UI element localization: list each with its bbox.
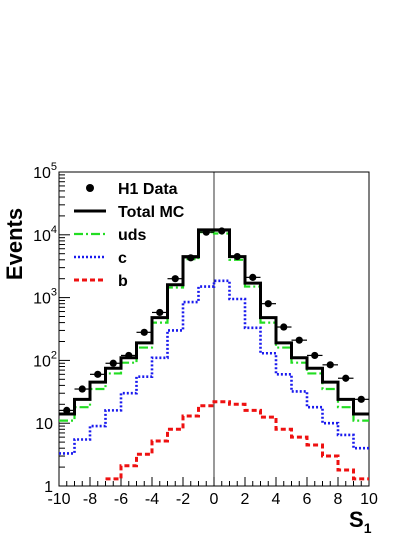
series-c-line [59, 279, 369, 455]
x-axis-title: S1 [349, 507, 372, 536]
data-point [326, 361, 334, 369]
x-axis-title-main: S [349, 507, 364, 532]
x-tick-label: 10 [360, 491, 378, 508]
y-tick-base: 1 [44, 479, 53, 496]
x-tick-label: 4 [272, 491, 281, 508]
data-point [295, 336, 303, 344]
y-tick-label: 10 [35, 416, 53, 433]
data-point [94, 370, 102, 378]
y-tick-base: 10 [33, 165, 51, 182]
data-point [249, 273, 257, 281]
data-point [78, 385, 86, 393]
y-tick-exponent: 2 [51, 349, 57, 361]
data-point [342, 374, 350, 382]
y-tick-exponent: 4 [51, 224, 57, 236]
legend-marker-data [86, 184, 94, 192]
x-axis-title-sub: 1 [364, 520, 372, 536]
y-tick-base: 10 [33, 291, 51, 308]
y-tick-label: 105 [33, 161, 57, 182]
legend-label: c [118, 250, 127, 267]
data-point [187, 254, 195, 262]
data-point [233, 252, 241, 261]
data-point [357, 395, 365, 403]
x-tick-label: -4 [145, 491, 159, 508]
data-point [218, 227, 226, 235]
y-tick-label: 1 [44, 479, 53, 496]
x-tick-label: 2 [241, 491, 250, 508]
y-tick-label: 102 [33, 349, 57, 370]
x-tick-label: 6 [303, 491, 312, 508]
legend-label: uds [118, 227, 147, 244]
data-point [311, 351, 319, 360]
x-tick-label: -8 [83, 491, 97, 508]
data-point [280, 323, 288, 331]
series-total-mc-line [59, 228, 369, 416]
data-point [140, 328, 148, 336]
data-point [264, 300, 272, 308]
x-tick-label: -2 [176, 491, 190, 508]
y-tick-base: 10 [35, 416, 53, 433]
y-tick-label: 103 [33, 287, 57, 308]
data-point [156, 308, 164, 317]
y-tick-base: 10 [33, 353, 51, 370]
x-axis: -10 -8 -6 -4 -2 0 2 4 6 8 10 [47, 477, 378, 508]
histograms [59, 228, 369, 481]
y-tick-base: 10 [33, 228, 51, 245]
data-point [171, 275, 179, 283]
data-point [109, 359, 117, 367]
x-tick-label: 0 [210, 491, 219, 508]
series-uds-line [59, 231, 369, 422]
x-tick-label: -6 [114, 491, 128, 508]
data-point [202, 228, 210, 236]
legend-label: H1 Data [118, 181, 178, 198]
x-tick-label: 8 [334, 491, 343, 508]
y-tick-exponent: 3 [51, 287, 57, 299]
legend: H1 Data Total MC uds cb [74, 181, 185, 290]
y-tick-label: 104 [33, 224, 57, 245]
data-point [125, 351, 133, 360]
data-points [59, 227, 369, 414]
y-tick-exponent: 5 [51, 161, 57, 173]
legend-label: Total MC [118, 204, 185, 221]
y-axis-title: Events [2, 208, 27, 280]
legend-label: b [118, 273, 128, 290]
series-b-line [105, 400, 369, 481]
x-tick-label: -10 [47, 491, 70, 508]
data-point [63, 406, 71, 414]
